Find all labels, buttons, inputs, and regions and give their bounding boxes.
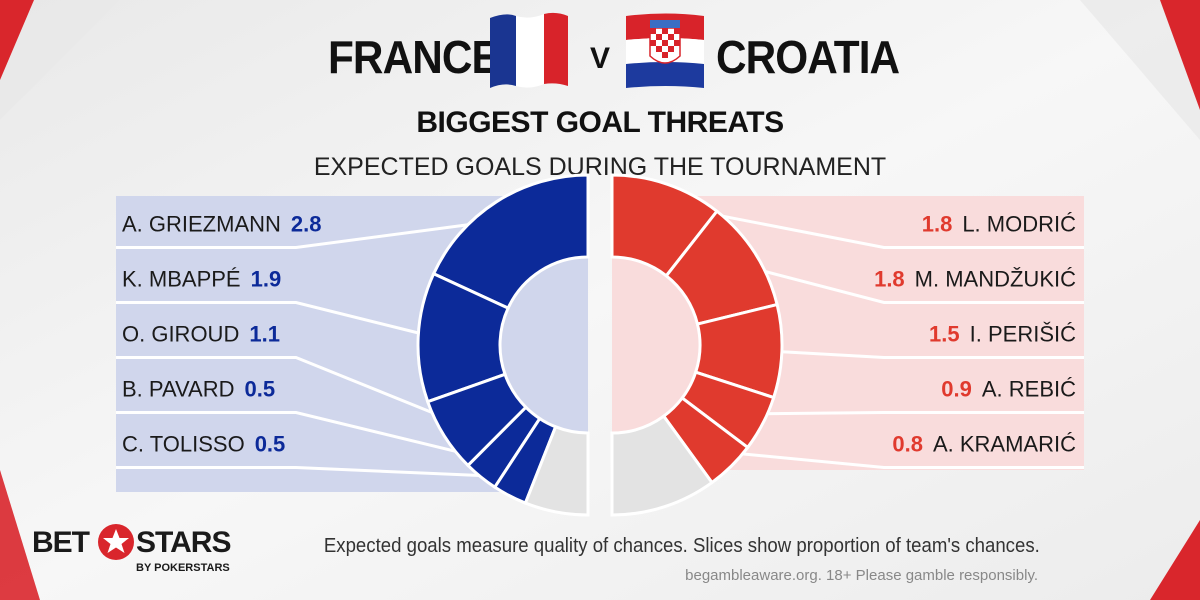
corner-accent-top-right	[1160, 0, 1200, 110]
chart-caption: EXPECTED GOALS DURING THE TOURNAMENT	[313, 153, 887, 181]
slice-right-remainder	[610, 414, 715, 517]
title-row: FRANCE V CROATIA	[0, 10, 1200, 95]
player-xg-right-4: 0.8	[892, 432, 923, 457]
player-xg-right-3: 0.9	[941, 377, 972, 402]
player-name-right-1: M. MANDŽUKIĆ	[915, 267, 1076, 292]
leader-line-left-1	[116, 301, 440, 340]
logo-bet-text: BET	[32, 526, 90, 559]
leader-line-right-4	[716, 449, 1084, 469]
leader-line-left-4	[116, 466, 520, 479]
leader-line-right-1	[736, 262, 1084, 304]
logo-tagline: BY POKERSTARS	[136, 562, 230, 574]
player-xg-right-1: 1.8	[874, 267, 905, 292]
gamble-aware-link[interactable]: begambleaware.org. 18+ Please gamble res…	[685, 567, 1038, 584]
player-xg-left-4: 0.5	[255, 432, 286, 457]
betstars-logo: BET STARS BY POKERSTARS	[32, 522, 232, 578]
leader-line-right-2	[760, 349, 1084, 359]
team-right-name: CROATIA	[716, 31, 900, 83]
player-name-left-4: C. TOLISSO	[122, 432, 245, 457]
player-xg-left-2: 1.1	[249, 322, 280, 347]
player-name-left-1: K. MBAPPÉ	[122, 267, 241, 292]
player-xg-left-1: 1.9	[251, 267, 282, 292]
player-name-right-0: L. MODRIĆ	[962, 212, 1076, 237]
versus-label: V	[590, 42, 611, 75]
leader-line-right-0	[660, 202, 1084, 249]
corner-accent-bottom-right	[1150, 520, 1200, 600]
leader-line-right-3	[744, 411, 1084, 416]
leader-line-left-2	[116, 356, 463, 426]
player-name-left-0: A. GRIEZMANN	[122, 212, 281, 237]
corner-accent-bottom-left	[0, 470, 40, 600]
player-name-left-3: B. PAVARD	[122, 377, 234, 402]
team-left-name: FRANCE	[328, 31, 500, 83]
player-xg-left-0: 2.8	[291, 212, 322, 237]
player-name-right-3: A. REBIĆ	[982, 377, 1076, 402]
slice-left-0	[431, 173, 590, 311]
footer-note: Expected goals measure quality of chance…	[324, 535, 1040, 557]
leader-line-left-3	[116, 411, 495, 463]
player-name-left-2: O. GIROUD	[122, 322, 239, 347]
corner-accent-top-left	[0, 0, 34, 80]
star-icon	[98, 524, 134, 560]
player-name-right-4: A. KRAMARIĆ	[933, 432, 1076, 457]
player-name-right-2: I. PERIŠIĆ	[970, 322, 1076, 347]
france-flag-icon	[490, 12, 568, 88]
logo-stars-text: STARS	[136, 526, 231, 559]
chart-subtitle: BIGGEST GOAL THREATS	[416, 106, 784, 139]
player-xg-left-3: 0.5	[244, 377, 275, 402]
leader-line-left-0	[116, 218, 508, 249]
croatia-flag-icon	[626, 13, 704, 88]
player-xg-right-2: 1.5	[929, 322, 960, 347]
slice-left-remainder	[523, 424, 590, 517]
player-xg-right-0: 1.8	[922, 212, 953, 237]
